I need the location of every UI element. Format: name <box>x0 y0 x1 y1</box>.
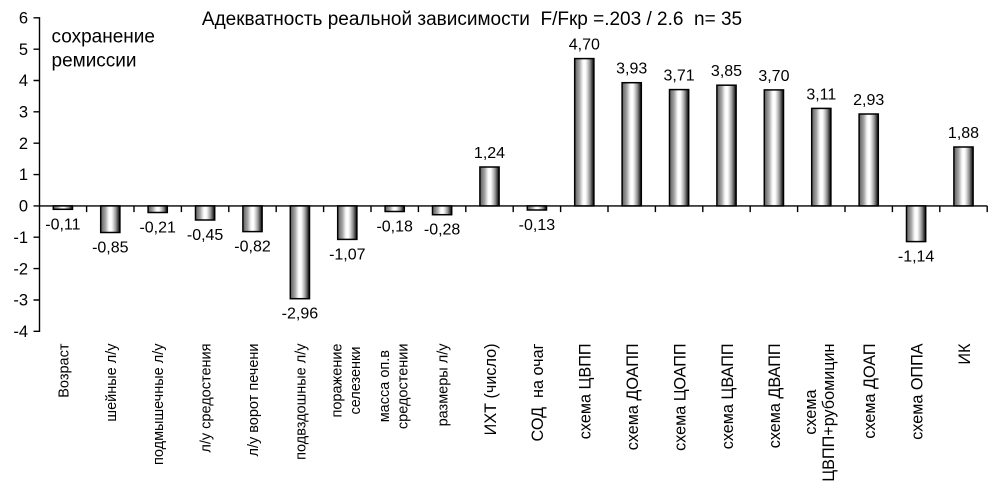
svg-text:3,93: 3,93 <box>616 61 647 78</box>
svg-text:л/у ворот печени: л/у ворот печени <box>246 344 262 457</box>
svg-text:4,70: 4,70 <box>569 37 600 54</box>
svg-text:поражение: поражение <box>330 344 346 418</box>
svg-text:3,11: 3,11 <box>806 86 836 103</box>
svg-text:-4: -4 <box>13 323 28 341</box>
svg-text:схема: схема <box>802 390 820 435</box>
svg-text:схема ЦВПП: схема ЦВПП <box>577 344 595 440</box>
svg-text:схема ДОАП: схема ДОАП <box>861 344 879 439</box>
svg-text:-0,18: -0,18 <box>376 219 413 236</box>
svg-text:селезенки: селезенки <box>348 347 364 415</box>
svg-text:подвздошные л/у: подвздошные л/у <box>293 343 309 460</box>
svg-text:5: 5 <box>19 41 28 59</box>
svg-text:0: 0 <box>19 198 28 216</box>
svg-text:сохранение: сохранение <box>52 27 155 48</box>
svg-text:схема ОППА: схема ОППА <box>908 343 926 439</box>
svg-text:1,88: 1,88 <box>948 125 979 142</box>
svg-text:2: 2 <box>19 135 28 153</box>
svg-text:ИК: ИК <box>956 343 974 365</box>
svg-text:-0,45: -0,45 <box>187 227 224 244</box>
svg-text:3,85: 3,85 <box>711 63 742 80</box>
svg-text:-0,13: -0,13 <box>519 217 556 234</box>
svg-text:средостении: средостении <box>396 344 412 430</box>
svg-text:ремиссии: ремиссии <box>52 51 137 72</box>
svg-text:ЦВПП+рубомицин: ЦВПП+рубомицин <box>820 344 838 482</box>
svg-text:подмышечные л/у: подмышечные л/у <box>151 343 167 465</box>
svg-text:-1,14: -1,14 <box>898 249 935 266</box>
svg-text:схема ДВАПП: схема ДВАПП <box>766 344 784 449</box>
svg-text:размеры л/у: размеры л/у <box>436 343 452 427</box>
svg-text:-1: -1 <box>13 229 28 247</box>
svg-text:-3: -3 <box>13 292 28 310</box>
svg-text:-1,07: -1,07 <box>329 246 366 263</box>
svg-text:6: 6 <box>19 10 28 28</box>
svg-text:1,24: 1,24 <box>474 145 505 162</box>
svg-text:-0,85: -0,85 <box>92 240 129 257</box>
svg-text:-0,21: -0,21 <box>139 220 176 237</box>
svg-text:-2: -2 <box>13 260 28 278</box>
svg-text:4: 4 <box>19 72 28 90</box>
svg-text:Возраст: Возраст <box>56 343 72 398</box>
svg-text:3,71: 3,71 <box>664 68 695 85</box>
svg-text:схема ДОАПП: схема ДОАПП <box>624 344 642 451</box>
svg-text:3: 3 <box>19 104 28 122</box>
svg-text:л/у средостения: л/у средостения <box>199 344 215 453</box>
svg-text:масса оп.в: масса оп.в <box>377 350 393 423</box>
svg-text:1: 1 <box>19 166 28 184</box>
svg-text:-2,96: -2,96 <box>282 306 319 323</box>
svg-text:2,93: 2,93 <box>853 92 884 109</box>
svg-text:СОД на очаг: СОД на очаг <box>529 343 547 441</box>
svg-text:-0,82: -0,82 <box>234 239 271 256</box>
svg-text:-0,28: -0,28 <box>424 222 461 239</box>
svg-text:ИХТ (число): ИХТ (число) <box>482 344 500 436</box>
svg-text:шейные л/у: шейные л/у <box>104 343 120 422</box>
svg-text:схема ЦВАПП: схема ЦВАПП <box>719 344 737 450</box>
svg-text:схема ЦОАПП: схема ЦОАПП <box>671 344 689 451</box>
svg-text:Адекватность реальной зависимо: Адекватность реальной зависимости F/Fкр … <box>202 9 742 30</box>
svg-text:3,70: 3,70 <box>758 68 789 85</box>
svg-text:-0,11: -0,11 <box>45 216 80 233</box>
